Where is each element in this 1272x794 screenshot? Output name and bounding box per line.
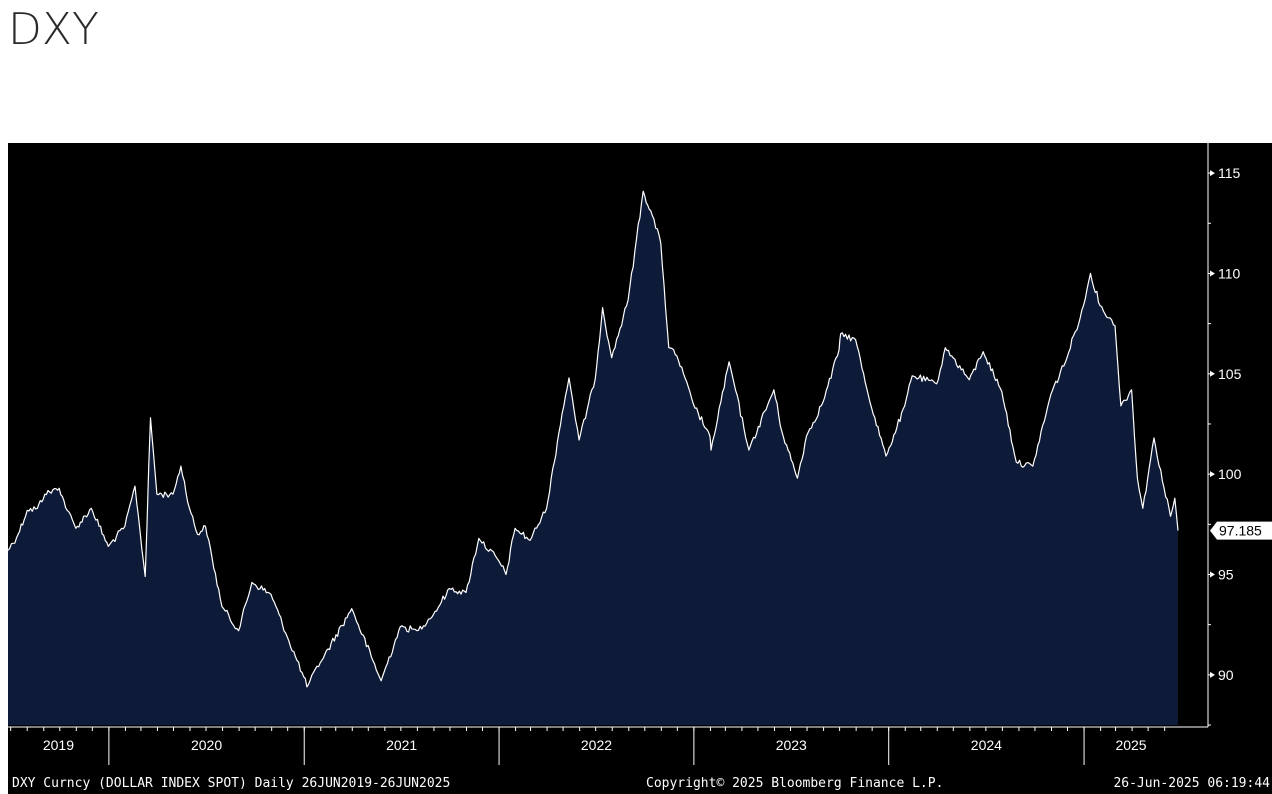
- y-tick-label: 105: [1218, 366, 1242, 382]
- y-tick-marker: [1210, 370, 1215, 377]
- page-title: DXY: [8, 4, 99, 55]
- x-tick-label: 2025: [1115, 737, 1146, 753]
- y-tick-marker: [1210, 170, 1215, 177]
- x-tick-label: 2023: [776, 737, 807, 753]
- y-tick-marker: [1210, 471, 1215, 478]
- chart-panel: 90 95 100 105 110 115 97.185 2019 2020 2021 2022 20…: [8, 143, 1272, 794]
- footer-right: 26-Jun-2025 06:19:44: [1113, 776, 1270, 791]
- chart-svg: 90 95 100 105 110 115 97.185 2019 2020 2021 2022 20…: [8, 143, 1272, 791]
- y-tick-marker: [1210, 671, 1215, 678]
- plot-layer: [8, 190, 1179, 725]
- footer-center: Copyright© 2025 Bloomberg Finance L.P.: [646, 776, 943, 791]
- series-area: [8, 191, 1178, 725]
- x-tick-label: 2020: [191, 737, 222, 753]
- footer-left: DXY Curncy (DOLLAR INDEX SPOT) Daily 26J…: [12, 776, 450, 791]
- last-value-label: 97.185: [1219, 523, 1262, 539]
- y-tick-marker: [1210, 571, 1215, 578]
- x-tick-label: 2019: [43, 737, 74, 753]
- y-tick-label: 95: [1218, 566, 1234, 582]
- series-line: [8, 190, 1179, 688]
- y-tick-label: 115: [1218, 165, 1241, 181]
- y-tick-marker: [1210, 270, 1215, 277]
- x-tick-label: 2021: [386, 737, 417, 753]
- y-tick-label: 110: [1218, 265, 1241, 281]
- last-value-box: [1210, 521, 1272, 540]
- x-tick-label: 2024: [971, 737, 1002, 753]
- x-tick-label: 2022: [581, 737, 612, 753]
- footer-layer: DXY Curncy (DOLLAR INDEX SPOT) Daily 26J…: [12, 776, 1270, 791]
- axis-layer: 90 95 100 105 110 115 97.185 2019 2020 2021 2022 20…: [8, 143, 1272, 765]
- y-tick-label: 100: [1218, 466, 1242, 482]
- y-tick-label: 90: [1218, 667, 1234, 683]
